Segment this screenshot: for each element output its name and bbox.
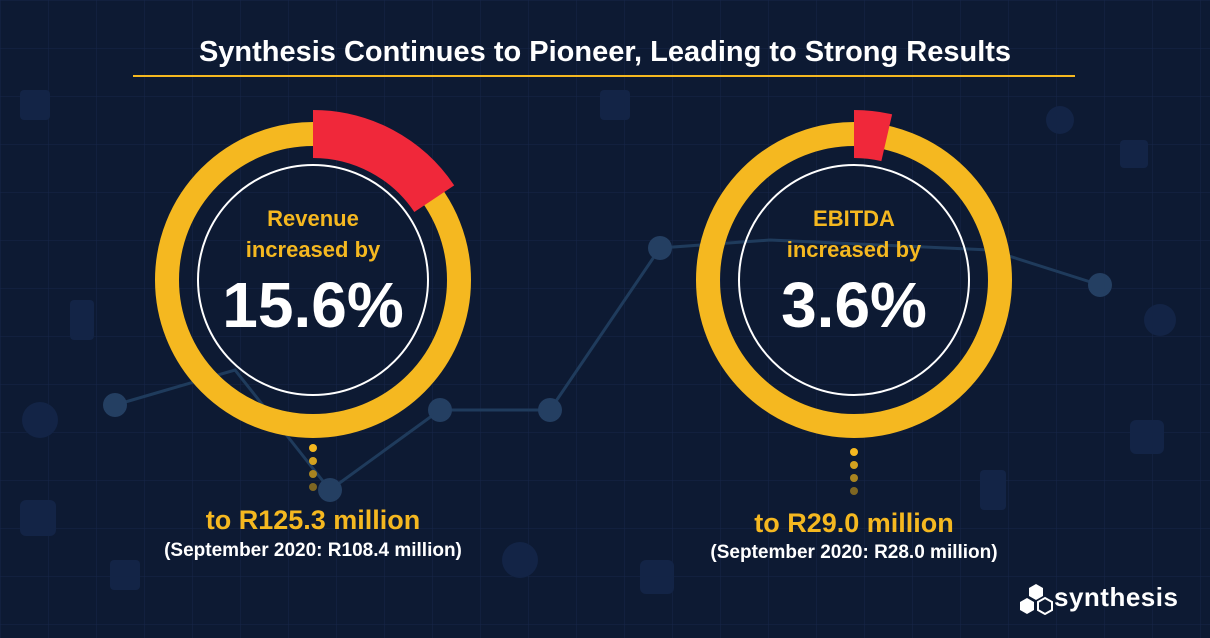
revenue-label-line1: Revenue	[267, 206, 359, 231]
revenue-label-line2: increased by	[245, 237, 381, 262]
revenue-highlight-arc	[312, 110, 455, 213]
ebitda-value: 3.6%	[781, 269, 927, 341]
revenue-to-text: to R125.3 million	[205, 505, 421, 535]
revenue-label: Revenue increased by	[213, 203, 413, 265]
ebitda-label-line1: EBITDA	[813, 206, 895, 231]
ebitda-to-text: to R29.0 million	[754, 508, 954, 538]
ebitda-inner-circle	[738, 164, 970, 396]
revenue-connector-dots	[309, 444, 317, 491]
ebitda-label: EBITDA increased by	[754, 203, 954, 265]
title-underline	[133, 75, 1075, 77]
ebitda-ring-chart	[696, 110, 1012, 438]
ebitda-highlight-arc	[853, 110, 893, 162]
ebitda-connector-dots	[850, 448, 858, 495]
ebitda-previous-text: (September 2020: R28.0 million)	[710, 542, 998, 563]
revenue-value: 15.6%	[222, 269, 404, 341]
hexagon-cluster-icon	[1020, 584, 1053, 615]
page-title: Synthesis Continues to Pioneer, Leading …	[198, 36, 1012, 68]
revenue-inner-circle	[197, 164, 429, 396]
revenue-ring-chart	[155, 110, 471, 438]
revenue-previous-text: (September 2020: R108.4 million)	[164, 540, 462, 561]
ebitda-label-line2: increased by	[786, 237, 922, 262]
brand-logo-text: synthesis	[1054, 582, 1179, 612]
